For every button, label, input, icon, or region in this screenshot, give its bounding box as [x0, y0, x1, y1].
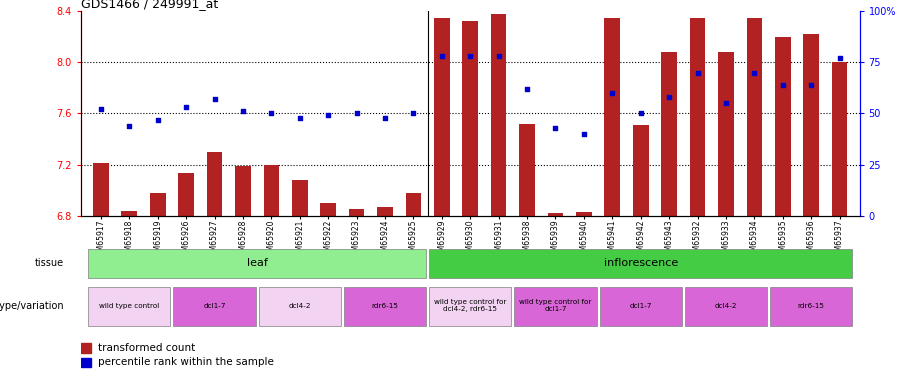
Point [464, 53, 478, 59]
Bar [804, 34, 819, 216]
Text: rdr6-15: rdr6-15 [372, 303, 399, 309]
Text: inflorescence: inflorescence [604, 258, 678, 268]
Text: wild type control: wild type control [99, 303, 159, 309]
Point [605, 90, 619, 96]
Bar [88, 287, 170, 326]
Point [520, 86, 535, 92]
Bar [434, 18, 450, 216]
Bar [605, 18, 620, 216]
Bar [264, 165, 279, 216]
Text: dcl4-2: dcl4-2 [715, 303, 737, 309]
Point [719, 100, 733, 106]
Bar [377, 207, 392, 216]
Point [804, 82, 818, 88]
Bar [747, 18, 762, 216]
Text: wild type control for
dcl4-2, rdr6-15: wild type control for dcl4-2, rdr6-15 [434, 299, 507, 312]
Text: genotype/variation: genotype/variation [0, 301, 64, 311]
Bar [258, 287, 341, 326]
Bar [406, 193, 421, 216]
Point [349, 110, 364, 116]
Bar [599, 287, 682, 326]
Bar [207, 152, 222, 216]
Bar [235, 166, 251, 216]
Bar [514, 287, 597, 326]
Point [150, 117, 165, 123]
Point [662, 94, 676, 100]
Bar [292, 180, 308, 216]
Bar [81, 358, 91, 367]
Point [690, 70, 705, 76]
Bar [429, 287, 511, 326]
Bar [320, 203, 336, 216]
Point [207, 96, 221, 102]
Point [832, 55, 847, 61]
Bar [174, 287, 256, 326]
Point [179, 104, 194, 110]
Point [406, 110, 420, 116]
Bar [349, 209, 364, 216]
Text: dcl4-2: dcl4-2 [289, 303, 311, 309]
Bar [718, 52, 734, 216]
Bar [93, 163, 109, 216]
Bar [689, 18, 706, 216]
Point [236, 108, 250, 114]
Point [776, 82, 790, 88]
Bar [633, 125, 649, 216]
Text: tissue: tissue [35, 258, 64, 268]
Bar [685, 287, 767, 326]
Point [747, 70, 761, 76]
Bar [832, 62, 848, 216]
Point [292, 114, 307, 120]
Bar [178, 174, 194, 216]
Point [122, 123, 137, 129]
Point [265, 110, 279, 116]
Point [491, 53, 506, 59]
Bar [775, 37, 790, 216]
Bar [548, 213, 563, 216]
Point [577, 131, 591, 137]
Text: wild type control for
dcl1-7: wild type control for dcl1-7 [519, 299, 591, 312]
Bar [662, 52, 677, 216]
Bar [491, 14, 507, 216]
Bar [770, 287, 852, 326]
Bar [81, 344, 91, 352]
Text: dcl1-7: dcl1-7 [203, 303, 226, 309]
Bar [519, 124, 535, 216]
Point [634, 110, 648, 116]
Bar [576, 212, 591, 216]
Point [548, 125, 562, 131]
Text: dcl1-7: dcl1-7 [629, 303, 652, 309]
Text: leaf: leaf [247, 258, 267, 268]
Bar [122, 210, 137, 216]
Text: transformed count: transformed count [98, 343, 195, 353]
Text: percentile rank within the sample: percentile rank within the sample [98, 357, 274, 368]
Point [435, 53, 449, 59]
Text: rdr6-15: rdr6-15 [797, 303, 824, 309]
Point [378, 114, 392, 120]
Bar [429, 249, 852, 278]
Point [321, 112, 336, 118]
Bar [88, 249, 427, 278]
Bar [463, 21, 478, 216]
Bar [344, 287, 427, 326]
Bar [150, 193, 166, 216]
Point [94, 106, 108, 112]
Text: GDS1466 / 249991_at: GDS1466 / 249991_at [81, 0, 218, 10]
